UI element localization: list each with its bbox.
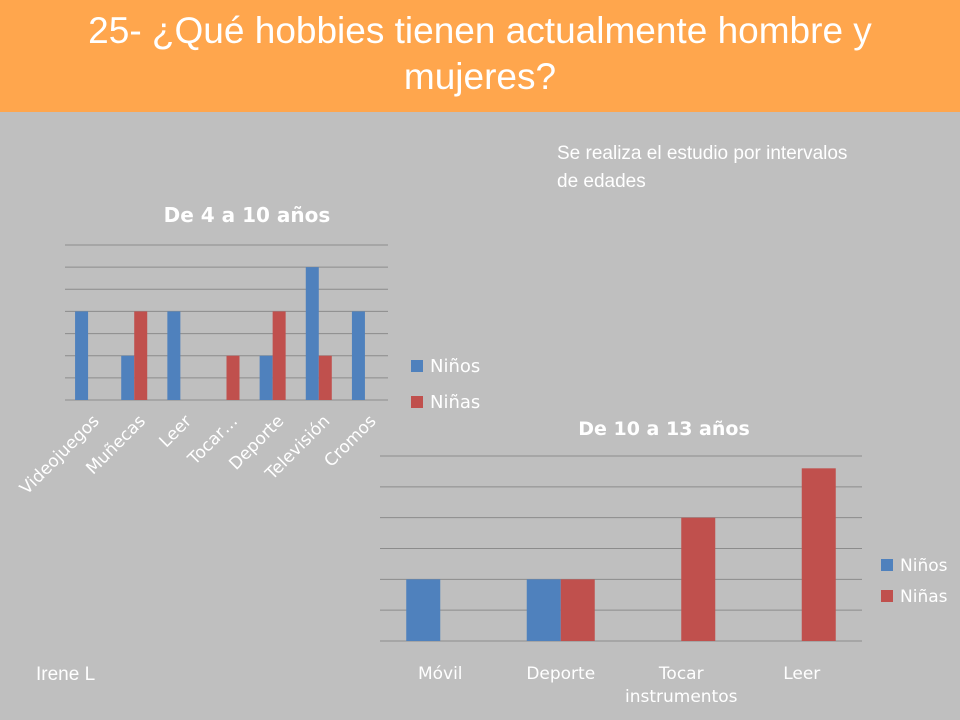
bar-ninas [226, 355, 240, 400]
bar-ninos [121, 355, 135, 400]
legend-swatch [411, 396, 423, 408]
legend-label: Niños [900, 556, 948, 576]
bar-ninos [406, 579, 441, 641]
bar-ninas [560, 579, 595, 641]
bar-ninas [318, 355, 332, 400]
bar-ninos [305, 267, 319, 400]
x-tick-label: Leer [783, 664, 820, 684]
study-note: Se realiza el estudio por intervalos de … [557, 143, 848, 192]
title-bar: 25- ¿Qué hobbies tienen actualmente homb… [0, 0, 960, 112]
bar-ninos [259, 355, 273, 400]
legend-swatch [881, 590, 893, 602]
legend-label: Niñas [430, 392, 480, 413]
bar-ninos [167, 311, 181, 400]
bar-ninos [351, 311, 365, 400]
bar-ninos [526, 579, 561, 641]
x-tick-label: Deporte [526, 664, 595, 684]
bar-ninas [681, 517, 716, 641]
legend-swatch [411, 360, 423, 372]
legend-label: Niños [430, 356, 480, 377]
legend-swatch [881, 559, 893, 571]
bar-ninas [272, 311, 286, 400]
x-tick-label: Móvil [418, 664, 463, 684]
bar-ninas [134, 311, 148, 400]
chart-title: De 4 a 10 años [164, 203, 331, 227]
bar-ninas [801, 468, 836, 641]
x-tick-label: instrumentos [625, 687, 738, 707]
chart-title: De 10 a 13 años [578, 418, 750, 440]
author-name: Irene L [36, 664, 96, 685]
slide-title: 25- ¿Qué hobbies tienen actualmente homb… [88, 10, 872, 97]
legend-label: Niñas [900, 587, 948, 607]
bar-ninos [75, 311, 89, 400]
x-tick-label: Tocar [658, 664, 704, 684]
